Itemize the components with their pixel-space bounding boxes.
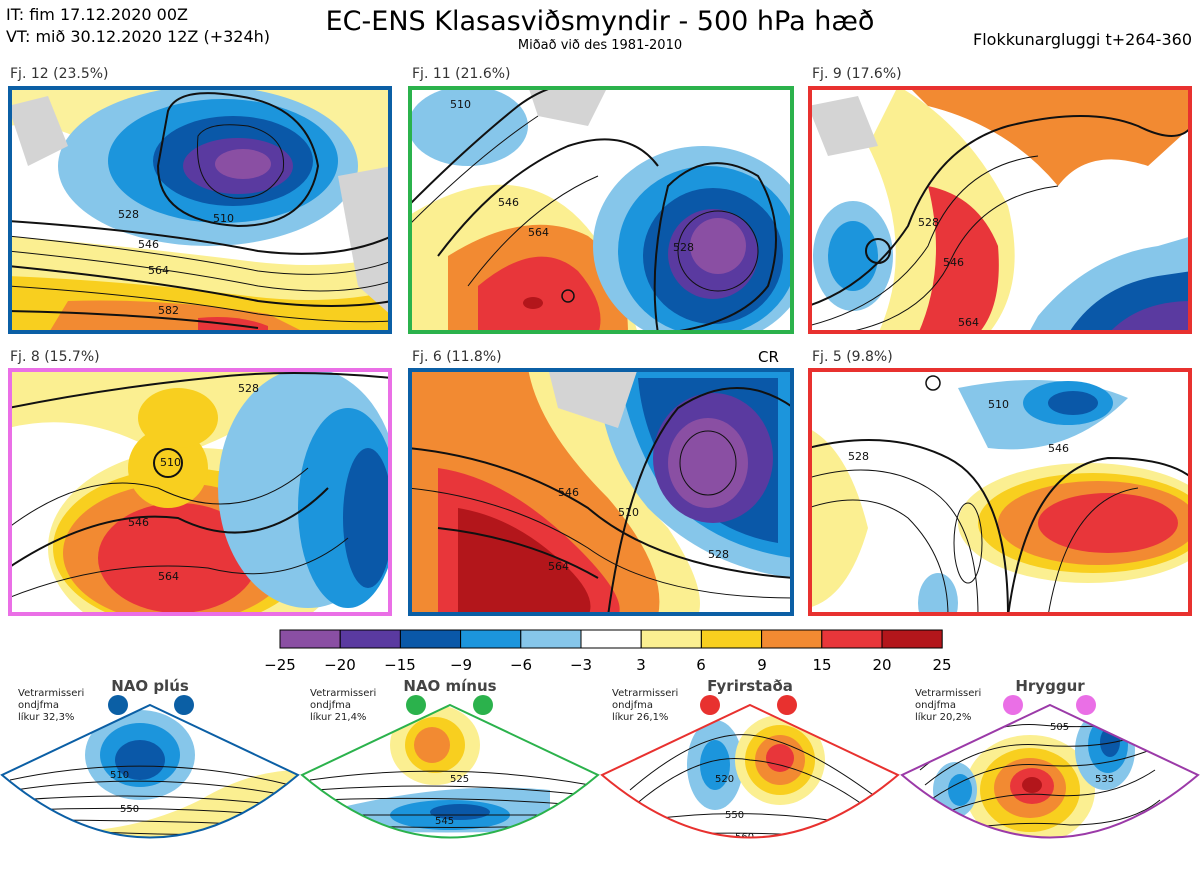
- contour-label: 546: [1048, 442, 1069, 455]
- colorbar-segment: [399, 629, 462, 649]
- contour-label: 528: [708, 548, 729, 561]
- contour-label: 565: [445, 850, 464, 861]
- map-panel-6: 510 528 546: [808, 368, 1192, 616]
- map-panel-3: 528 546 564: [808, 86, 1192, 334]
- contour-label: 510: [988, 398, 1009, 411]
- colorbar-tick: 6: [696, 656, 706, 674]
- contour-label: 525: [450, 774, 469, 785]
- regime-name-3: Fyrirstaða: [707, 677, 793, 695]
- colorbar-tick: 20: [872, 656, 892, 674]
- contour-label: 535: [1095, 774, 1114, 785]
- colorbar-tick: −25: [264, 656, 296, 674]
- contour-label: 546: [128, 516, 149, 529]
- panel-label-3: Fj. 9 (17.6%): [812, 66, 902, 82]
- contour-label: 546: [498, 196, 519, 209]
- colorbar-tick: −3: [569, 656, 593, 674]
- colorbar-segment: [460, 629, 522, 649]
- colorbar-segment: [640, 629, 702, 649]
- contour-label: 528: [848, 450, 869, 463]
- contour-label: 510: [213, 212, 234, 225]
- contour-label: 560: [1090, 837, 1109, 848]
- contour-label: 560: [735, 832, 754, 843]
- contour-label: 528: [918, 216, 939, 229]
- panel-label-5: Fj. 6 (11.8%): [412, 349, 502, 365]
- panel-label-1: Fj. 12 (23.5%): [10, 66, 109, 82]
- contour-label: 550: [120, 804, 139, 815]
- regime-marker: [473, 695, 493, 715]
- cr-label: CR: [758, 348, 779, 366]
- panel-label-6: Fj. 5 (9.8%): [812, 349, 893, 365]
- regime-map-2: 525 545 565: [300, 703, 600, 861]
- contour-label: 510: [450, 98, 471, 111]
- colorbar: [279, 629, 943, 649]
- contour-label: 545: [435, 816, 454, 827]
- regime-name-2: NAO mínus: [403, 677, 497, 695]
- colorbar-tick: −20: [324, 656, 356, 674]
- regime-note-1: Vetrarmisseri ondjfma líkur 32,3%: [18, 688, 85, 723]
- colorbar-segment: [761, 629, 823, 649]
- colorbar-segment: [821, 629, 883, 649]
- contour-label: 546: [943, 256, 964, 269]
- colorbar-segment: [700, 629, 763, 649]
- header-info: IT: fim 17.12.2020 00Z VT: mið 30.12.202…: [6, 4, 270, 48]
- regime-note-4: Vetrarmisseri ondjfma líkur 20,2%: [915, 688, 982, 723]
- colorbar-tick: 25: [932, 656, 952, 674]
- regime-marker: [700, 695, 720, 715]
- panel-label-2: Fj. 11 (21.6%): [412, 66, 511, 82]
- panel-label-4: Fj. 8 (15.7%): [10, 349, 100, 365]
- contour-label: 582: [158, 304, 179, 317]
- contour-label: 520: [715, 774, 734, 785]
- colorbar-segment: [520, 629, 582, 649]
- colorbar-segment: [279, 629, 341, 649]
- colorbar-tick: −6: [509, 656, 533, 674]
- regime-map-3: 520 550 560: [600, 703, 900, 843]
- contour-label: 510: [160, 456, 181, 469]
- map-panel-5: 546 564 510 528: [408, 368, 794, 616]
- contour-label: 564: [548, 560, 569, 573]
- regime-marker: [777, 695, 797, 715]
- contour-label: 528: [238, 382, 259, 395]
- regime-note-2: Vetrarmisseri ondjfma líkur 21,4%: [310, 688, 377, 723]
- map-panel-4: 510 528 546 564: [8, 368, 392, 616]
- colorbar-segment: [881, 629, 943, 649]
- regime-marker: [1076, 695, 1096, 715]
- colorbar-tick: 9: [757, 656, 767, 674]
- map-panel-1: 528 546 564 582 510: [8, 86, 392, 334]
- contour-label: 528: [673, 241, 694, 254]
- regime-marker: [1003, 695, 1023, 715]
- contour-label: 528: [118, 208, 139, 221]
- valid-time: VT: mið 30.12.2020 12Z (+324h): [6, 27, 271, 46]
- page-title: EC-ENS Klasasviðsmyndir - 500 hPa hæð: [325, 6, 875, 37]
- colorbar-segment: [580, 629, 642, 649]
- colorbar-tick: 3: [636, 656, 646, 674]
- regime-marker: [108, 695, 128, 715]
- classification-window: Flokkunargluggi t+264-360: [973, 30, 1192, 49]
- contour-label: 564: [958, 316, 979, 329]
- colorbar-tick: −15: [384, 656, 416, 674]
- colorbar-tick: 15: [812, 656, 832, 674]
- colorbar-segment: [339, 629, 401, 649]
- regime-note-3: Vetrarmisseri ondjfma líkur 26,1%: [612, 688, 679, 723]
- regime-marker: [174, 695, 194, 715]
- contour-label: 564: [148, 264, 169, 277]
- contour-label: 546: [558, 486, 579, 499]
- contour-label: 510: [110, 770, 129, 781]
- colorbar-tick: −9: [449, 656, 473, 674]
- contour-label: 564: [528, 226, 549, 239]
- regime-map-4: 505 535 560: [900, 703, 1200, 848]
- regime-marker: [406, 695, 426, 715]
- regime-name-1: NAO plús: [111, 677, 189, 695]
- contour-label: 546: [138, 238, 159, 251]
- regime-name-4: Hryggur: [1015, 677, 1085, 695]
- contour-label: 505: [1050, 722, 1069, 733]
- page-subtitle: Miðað við des 1981-2010: [517, 38, 683, 53]
- contour-label: 510: [618, 506, 639, 519]
- contour-label: 550: [725, 810, 744, 821]
- regime-map-1: 510 550: [0, 703, 300, 839]
- contour-label: 564: [158, 570, 179, 583]
- issue-time: IT: fim 17.12.2020 00Z: [6, 5, 188, 24]
- map-panel-2: 510 546 564 528: [408, 86, 794, 334]
